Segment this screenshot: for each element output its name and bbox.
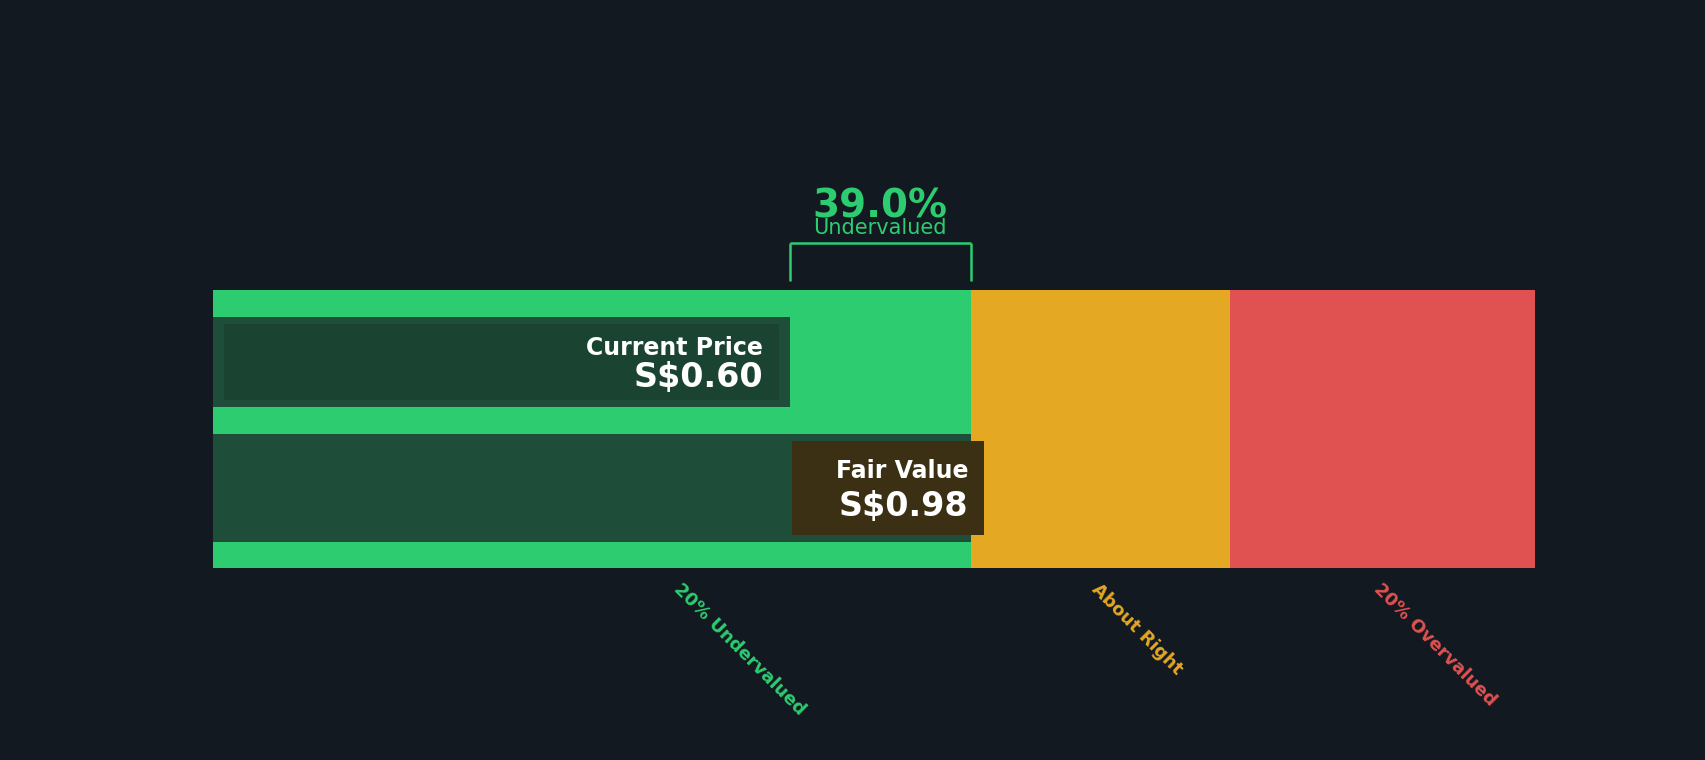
Bar	[970, 316, 1229, 407]
Bar	[970, 407, 1229, 433]
Text: About Right: About Right	[1088, 580, 1185, 678]
Bar	[213, 433, 970, 542]
Text: 20% Overvalued: 20% Overvalued	[1369, 580, 1499, 709]
Text: 20% Undervalued: 20% Undervalued	[670, 580, 808, 718]
Bar	[213, 290, 970, 316]
Bar	[213, 542, 970, 568]
Bar	[213, 433, 970, 542]
Text: S$0.98: S$0.98	[839, 490, 968, 523]
Bar	[223, 324, 779, 401]
Bar	[970, 290, 1229, 316]
Bar	[1229, 290, 1535, 316]
Bar	[213, 407, 970, 433]
Text: Current Price: Current Price	[587, 336, 762, 360]
Bar	[1229, 316, 1535, 407]
Text: 39.0%: 39.0%	[812, 188, 948, 226]
Bar	[970, 433, 1229, 542]
Bar	[1229, 407, 1535, 433]
Text: S$0.60: S$0.60	[633, 361, 762, 394]
Bar	[213, 316, 789, 407]
Bar	[1229, 542, 1535, 568]
Text: Fair Value: Fair Value	[835, 459, 968, 483]
Bar	[213, 316, 970, 407]
Bar	[970, 542, 1229, 568]
Text: Undervalued: Undervalued	[813, 218, 946, 238]
Bar	[1229, 433, 1535, 542]
Bar	[791, 441, 984, 535]
